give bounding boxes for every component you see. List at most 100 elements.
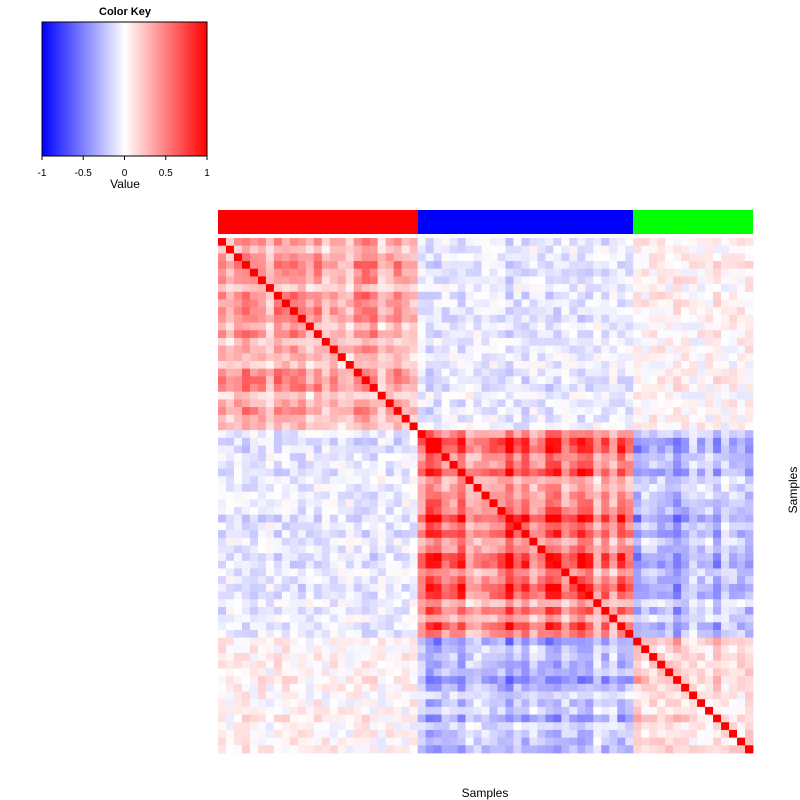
- heatmap-cell: [697, 468, 706, 477]
- heatmap-cell: [377, 660, 387, 669]
- heatmap-cell: [417, 407, 427, 416]
- heatmap-cell: [393, 407, 403, 416]
- heatmap-cell: [657, 322, 666, 331]
- heatmap-cell: [329, 276, 339, 285]
- heatmap-cell: [481, 637, 490, 646]
- heatmap-cell: [329, 268, 339, 277]
- heatmap-cell: [665, 314, 674, 323]
- heatmap-cell: [457, 599, 466, 608]
- heatmap-cell: [545, 614, 554, 623]
- heatmap-cell: [481, 668, 490, 677]
- heatmap-cell: [305, 499, 315, 508]
- heatmap-cell: [441, 514, 450, 523]
- heatmap-cell: [665, 322, 674, 331]
- heatmap-cell: [729, 261, 738, 270]
- heatmap-cell: [433, 238, 442, 247]
- heatmap-cell: [673, 345, 682, 354]
- heatmap-cell: [721, 676, 730, 685]
- heatmap-cell: [425, 238, 434, 247]
- heatmap-cell: [465, 430, 474, 439]
- heatmap-cell: [721, 430, 730, 439]
- heatmap-cell: [537, 399, 546, 408]
- heatmap-cell: [521, 468, 530, 477]
- heatmap-cell: [353, 729, 363, 739]
- heatmap-cell: [433, 645, 442, 654]
- heatmap-cell: [561, 522, 570, 531]
- heatmap-cell: [425, 691, 434, 700]
- heatmap-cell: [305, 553, 315, 562]
- heatmap-cell: [609, 568, 618, 577]
- heatmap-cell: [465, 691, 474, 700]
- heatmap-cell: [401, 706, 411, 715]
- heatmap-cell: [737, 653, 746, 662]
- heatmap-cell: [313, 606, 323, 616]
- heatmap-cell: [225, 729, 235, 739]
- heatmap-cell: [521, 307, 530, 316]
- heatmap-cell: [513, 706, 522, 715]
- heatmap-cell: [617, 253, 626, 262]
- heatmap-cell: [657, 591, 666, 600]
- heatmap-cell: [353, 737, 363, 746]
- heatmap-cell: [297, 284, 307, 293]
- heatmap-cell: [737, 560, 746, 569]
- heatmap-cell: [377, 522, 387, 531]
- heatmap-cell: [529, 683, 538, 692]
- heatmap-cell: [433, 699, 442, 708]
- heatmap-cell: [553, 637, 562, 646]
- heatmap-cell: [297, 583, 307, 592]
- heatmap-cell: [633, 560, 642, 569]
- heatmap-cell: [681, 330, 690, 339]
- heatmap-cell: [305, 729, 315, 739]
- heatmap-cell: [265, 368, 275, 377]
- heatmap-cell: [385, 583, 395, 592]
- heatmap-cell: [289, 729, 299, 739]
- heatmap-cell: [489, 422, 498, 431]
- heatmap-cell: [409, 307, 419, 316]
- heatmap-cell: [473, 414, 482, 423]
- heatmap-cell: [409, 453, 419, 462]
- heatmap-cell: [737, 245, 746, 254]
- heatmap-cell: [665, 453, 674, 462]
- heatmap-cell: [241, 706, 251, 715]
- heatmap-cell: [689, 530, 698, 539]
- heatmap-cell: [553, 307, 562, 316]
- heatmap-cell: [497, 391, 506, 400]
- heatmap-cell: [489, 460, 498, 469]
- heatmap-cell: [281, 568, 291, 577]
- heatmap-cell: [489, 414, 498, 423]
- heatmap-cell: [377, 453, 387, 462]
- heatmap-cell: [225, 384, 235, 393]
- heatmap-cell: [705, 437, 714, 446]
- heatmap-cell: [673, 261, 682, 270]
- heatmap-cell: [393, 430, 403, 439]
- heatmap-cell: [377, 706, 387, 715]
- heatmap-cell: [241, 238, 251, 247]
- heatmap-cell: [345, 460, 355, 469]
- heatmap-cell: [553, 583, 562, 592]
- heatmap-cell: [505, 268, 514, 277]
- heatmap-cell: [425, 591, 434, 600]
- heatmap-cell: [657, 507, 666, 516]
- heatmap-cell: [569, 330, 578, 339]
- heatmap-cell: [481, 491, 490, 500]
- heatmap-cell: [433, 514, 442, 523]
- heatmap-cell: [537, 737, 546, 746]
- heatmap-cell: [281, 583, 291, 592]
- heatmap-cell: [569, 537, 578, 546]
- heatmap-cell: [401, 676, 411, 685]
- heatmap-cell: [673, 537, 682, 546]
- heatmap-cell: [289, 330, 299, 339]
- heatmap-cell: [529, 407, 538, 416]
- heatmap-cell: [218, 622, 227, 631]
- heatmap-cell: [617, 437, 626, 446]
- heatmap-cell: [585, 284, 594, 293]
- heatmap-cell: [409, 430, 419, 439]
- heatmap-cell: [657, 437, 666, 446]
- heatmap-cell: [489, 299, 498, 308]
- heatmap-cell: [449, 422, 458, 431]
- heatmap-cell: [641, 714, 650, 723]
- heatmap-cell: [529, 745, 538, 754]
- heatmap-cell: [393, 606, 403, 616]
- heatmap-cell: [377, 468, 387, 477]
- heatmap-cell: [521, 376, 530, 385]
